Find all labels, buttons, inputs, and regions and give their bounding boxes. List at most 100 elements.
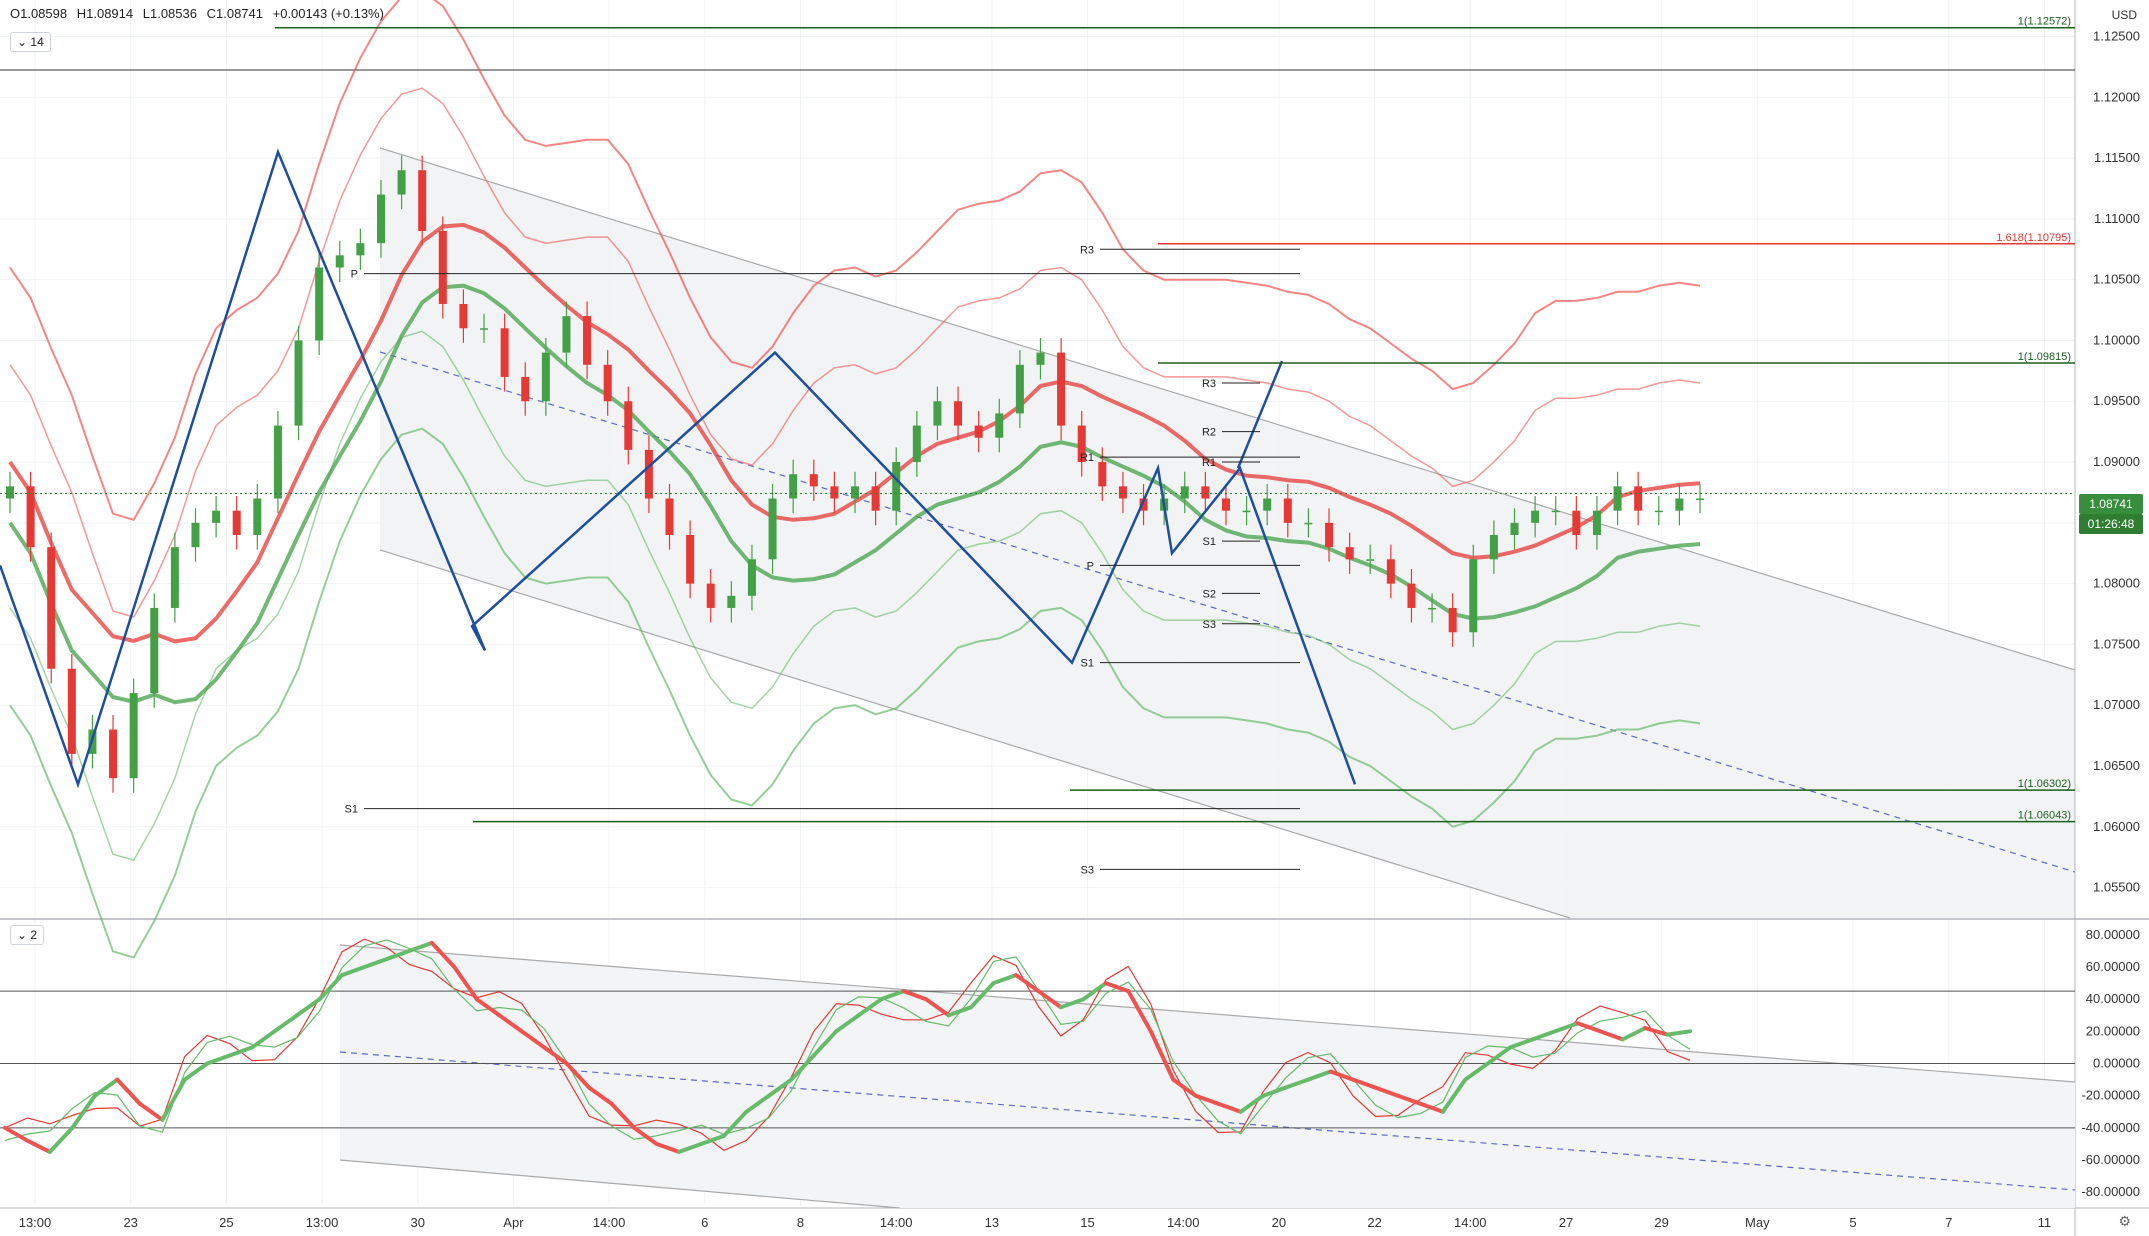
osc-tick-label: -60.00000 bbox=[2081, 1152, 2140, 1167]
osc-main-segment bbox=[1418, 1101, 1445, 1114]
osc-main-segment bbox=[856, 997, 884, 1018]
pivot-label: R1 bbox=[1202, 457, 1216, 469]
time-tick-label: 13:00 bbox=[19, 1215, 52, 1230]
candle-body bbox=[500, 328, 509, 377]
candle-body bbox=[995, 413, 1004, 438]
time-tick-label: 11 bbox=[2038, 1215, 2052, 1230]
candle-body bbox=[789, 474, 798, 499]
osc-tick-label: -80.00000 bbox=[2081, 1184, 2140, 1199]
osc-main-segment bbox=[789, 1053, 816, 1082]
chevron-down-icon: ⌄ bbox=[17, 35, 28, 49]
candle-body bbox=[315, 267, 324, 341]
osc-main-segment bbox=[250, 1029, 277, 1050]
channel-lower-line bbox=[379, 549, 1571, 919]
osc-main-segment bbox=[272, 1013, 300, 1034]
candle-body bbox=[191, 522, 200, 548]
osc-main-segment bbox=[1261, 1085, 1288, 1098]
osc-main-segment bbox=[654, 1141, 681, 1154]
osc-main-segment bbox=[699, 1133, 726, 1146]
osc-main-segment bbox=[474, 997, 502, 1018]
time-tick-label: 27 bbox=[1559, 1215, 1573, 1230]
osc-main-segment bbox=[1216, 1101, 1243, 1114]
osc-main-segment bbox=[519, 1029, 547, 1050]
pivot-label: S1 bbox=[345, 804, 358, 816]
candle-body bbox=[294, 340, 303, 426]
osc-tick-label: -20.00000 bbox=[2081, 1088, 2140, 1103]
osc-main-segment bbox=[1665, 1029, 1692, 1037]
osc-main-segment bbox=[160, 1077, 187, 1122]
candle-body bbox=[871, 486, 880, 511]
candle-body bbox=[438, 231, 447, 304]
candle-body bbox=[809, 474, 818, 487]
candle-body bbox=[480, 328, 489, 330]
osc-main-segment bbox=[1485, 1045, 1513, 1066]
candle-body bbox=[644, 449, 653, 499]
candle-body bbox=[356, 243, 365, 256]
candle-body bbox=[1386, 559, 1395, 584]
candle-body bbox=[624, 401, 633, 450]
osc-main-segment bbox=[1620, 1026, 1648, 1042]
osc-main-segment bbox=[1081, 981, 1108, 1002]
candle-body bbox=[562, 316, 571, 353]
osc-main-segment bbox=[317, 973, 344, 1002]
time-tick-label: 7 bbox=[1945, 1215, 1952, 1230]
fib-level-label: 1(1.06302) bbox=[2018, 778, 2071, 790]
oscillator-pane-toggle[interactable]: ⌄ 2 bbox=[10, 925, 45, 945]
osc-tick-label: 80.00000 bbox=[2086, 927, 2140, 942]
osc-main-segment bbox=[407, 940, 434, 953]
oscillator-pane: 80.00000 60.00000 40.00000 20.00000 0.00000 -… bbox=[0, 927, 2140, 1209]
candle-body bbox=[1057, 352, 1066, 426]
candle-body bbox=[1531, 510, 1540, 523]
price-tick-label: 1.07500 bbox=[2093, 636, 2140, 651]
pivot-label: R3 bbox=[1080, 244, 1094, 256]
pivot-label: S1 bbox=[1203, 536, 1216, 548]
main-pane-toggle[interactable]: ⌄ 14 bbox=[10, 32, 51, 52]
osc-main-segment bbox=[1508, 1037, 1535, 1050]
pivot-label: P bbox=[351, 269, 358, 281]
osc-tick-label: -40.00000 bbox=[2081, 1120, 2140, 1135]
fib-level-label: 1(1.12572) bbox=[2018, 16, 2071, 28]
osc-channel-upper bbox=[339, 944, 2076, 1083]
osc-main-segment bbox=[969, 981, 996, 1010]
currency-label: USD bbox=[2111, 8, 2137, 22]
time-tick-label: 14:00 bbox=[593, 1215, 626, 1230]
time-tick-label: 30 bbox=[411, 1215, 425, 1230]
osc-chip-label: 2 bbox=[30, 928, 38, 942]
osc-main-segment bbox=[1306, 1069, 1333, 1082]
last-price-tag: 1.08741 bbox=[2079, 494, 2143, 514]
candle-body bbox=[67, 668, 76, 754]
candle-body bbox=[727, 595, 736, 608]
price-tick-label: 1.06000 bbox=[2093, 819, 2140, 834]
osc-main-segment bbox=[1103, 981, 1131, 994]
osc-tick-label: 60.00000 bbox=[2086, 959, 2140, 974]
osc-main-segment bbox=[25, 1138, 52, 1154]
candle-body bbox=[954, 401, 963, 426]
price-tick-label: 1.11000 bbox=[2094, 211, 2140, 226]
channel-mid-line bbox=[379, 351, 2076, 873]
pivot-label: R2 bbox=[1202, 427, 1216, 439]
gear-icon[interactable]: ⚙ bbox=[2118, 1213, 2131, 1229]
osc-main-segment bbox=[1036, 989, 1063, 1010]
osc-main-segment bbox=[115, 1077, 142, 1106]
osc-main-segment bbox=[137, 1101, 165, 1122]
osc-main-segment bbox=[1328, 1069, 1355, 1082]
candle-body bbox=[1696, 498, 1704, 501]
pivot-label: S2 bbox=[1203, 588, 1216, 600]
time-tick-label: 23 bbox=[123, 1215, 137, 1230]
candle-body bbox=[26, 486, 35, 548]
price-tick-label: 1.12500 bbox=[2093, 28, 2140, 43]
lower-band-inner bbox=[9, 330, 1701, 862]
pivot-label: P bbox=[1087, 560, 1094, 572]
osc-main-segment bbox=[1058, 997, 1086, 1010]
osc-main-segment bbox=[744, 1093, 771, 1114]
candle-body bbox=[1283, 498, 1292, 523]
osc-main-segment bbox=[766, 1077, 794, 1098]
pivot-label: S3 bbox=[1081, 864, 1094, 876]
candle-body bbox=[1551, 510, 1560, 513]
time-tick-label: 8 bbox=[797, 1215, 804, 1230]
candle-body bbox=[1118, 486, 1127, 499]
candle-body bbox=[1428, 607, 1437, 610]
candle-body bbox=[232, 510, 241, 535]
time-tick-label: 25 bbox=[219, 1215, 233, 1230]
